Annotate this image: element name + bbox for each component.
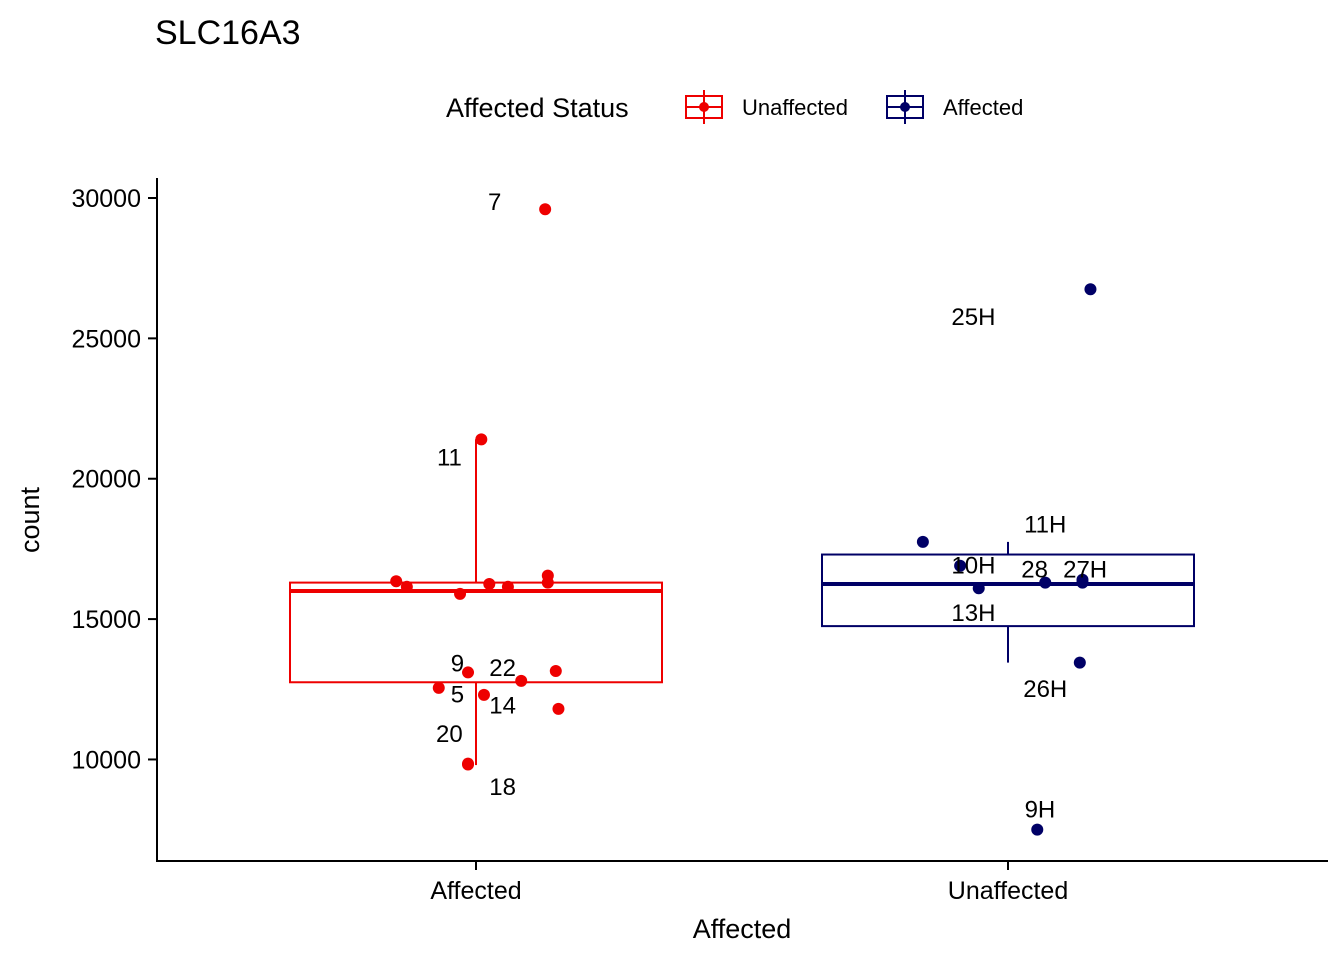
data-point bbox=[432, 681, 445, 694]
data-point bbox=[475, 433, 488, 446]
point-label: 14 bbox=[489, 693, 516, 720]
x-axis: Affected Unaffected bbox=[430, 861, 1068, 905]
x-tick-label: Unaffected bbox=[948, 877, 1068, 905]
chart-title: SLC16A3 bbox=[155, 14, 301, 52]
legend-key-unaffected bbox=[685, 90, 723, 124]
point-label: 7 bbox=[488, 189, 501, 216]
point-label: 26H bbox=[1023, 676, 1067, 703]
y-tick-label: 10000 bbox=[71, 746, 141, 774]
data-point bbox=[462, 666, 475, 679]
data-point bbox=[972, 582, 985, 595]
point-label: 9H bbox=[1025, 797, 1056, 824]
point-label: 10H bbox=[951, 552, 995, 579]
point-label: 22 bbox=[489, 655, 516, 682]
data-point bbox=[916, 535, 929, 548]
x-tick-label: Affected bbox=[430, 877, 521, 905]
data-point bbox=[541, 576, 554, 589]
data-point bbox=[1031, 823, 1044, 836]
y-axis: 10000 15000 20000 25000 30000 bbox=[71, 185, 157, 774]
point-label: 9 bbox=[451, 651, 464, 678]
data-point bbox=[483, 578, 496, 591]
data-point bbox=[390, 575, 403, 588]
data-point bbox=[515, 674, 528, 687]
data-point bbox=[400, 580, 413, 593]
y-tick-label: 20000 bbox=[71, 466, 141, 494]
data-point bbox=[549, 665, 562, 678]
data-point bbox=[1073, 656, 1086, 669]
data-point bbox=[552, 702, 565, 715]
x-axis-title: Affected bbox=[693, 914, 792, 944]
data-point bbox=[539, 203, 552, 216]
data-point bbox=[501, 580, 514, 593]
plot-area: 7 11 9 22 5 14 20 18 25H 10H 13H 28 27H 11H 26H 9H bbox=[289, 189, 1195, 836]
point-label: 25H bbox=[951, 304, 995, 331]
data-point bbox=[454, 587, 467, 600]
box-affected bbox=[289, 439, 663, 766]
point-label: 13H bbox=[951, 600, 995, 627]
y-tick-label: 25000 bbox=[71, 325, 141, 353]
point-label: 20 bbox=[436, 721, 463, 748]
data-point bbox=[1084, 283, 1097, 296]
legend-title: Affected Status bbox=[446, 93, 629, 123]
y-tick-label: 15000 bbox=[71, 606, 141, 634]
legend: Affected Status Unaffected Affected bbox=[446, 90, 1023, 124]
point-label: 27H bbox=[1063, 557, 1107, 584]
data-point bbox=[1076, 573, 1089, 586]
y-tick-label: 30000 bbox=[71, 185, 141, 213]
point-label: 11H bbox=[1024, 512, 1066, 539]
box-iqr bbox=[821, 553, 1195, 628]
data-point bbox=[1039, 576, 1052, 589]
data-point bbox=[462, 758, 475, 771]
data-point bbox=[954, 559, 967, 572]
point-label: 5 bbox=[451, 681, 464, 708]
legend-label-affected: Affected bbox=[943, 95, 1023, 120]
point-label: 28 bbox=[1021, 557, 1048, 584]
point-label: 18 bbox=[489, 774, 516, 801]
y-axis-title: count bbox=[15, 486, 45, 553]
data-point bbox=[477, 688, 490, 701]
box-iqr bbox=[289, 581, 663, 684]
point-label: 11 bbox=[437, 444, 462, 471]
legend-key-affected bbox=[886, 90, 924, 124]
box-unaffected bbox=[821, 541, 1195, 663]
legend-label-unaffected: Unaffected bbox=[742, 95, 848, 120]
